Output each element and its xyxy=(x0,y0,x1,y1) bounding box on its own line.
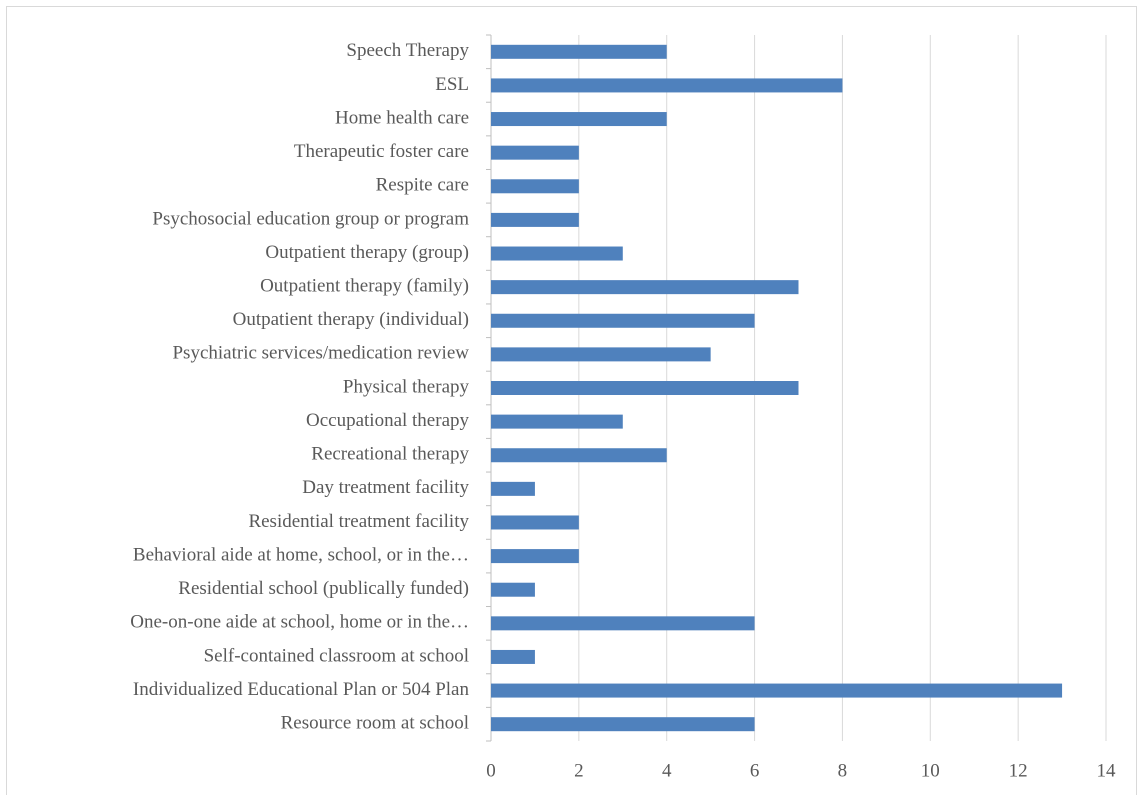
bar xyxy=(491,649,535,664)
y-tick-label: Speech Therapy xyxy=(346,40,469,61)
x-tick-label: 14 xyxy=(1097,760,1117,781)
y-tick-label: Outpatient therapy (group) xyxy=(265,242,469,263)
bar xyxy=(491,683,1063,698)
x-tick-label: 8 xyxy=(838,760,848,781)
bar xyxy=(491,313,755,328)
bar xyxy=(491,44,667,59)
x-tick-label: 10 xyxy=(921,760,940,781)
y-tick-label: Resource room at school xyxy=(281,713,469,734)
bar xyxy=(491,515,579,530)
x-tick-label: 12 xyxy=(1009,760,1028,781)
bar xyxy=(491,179,579,194)
y-tick-label: Day treatment facility xyxy=(302,477,469,498)
bar xyxy=(491,381,799,395)
y-tick-label: Psychiatric services/medication review xyxy=(172,343,469,364)
x-tick-label: 6 xyxy=(750,760,760,781)
bar xyxy=(491,212,579,227)
bar xyxy=(491,246,623,261)
y-tick-label: Psychosocial education group or program xyxy=(152,208,469,229)
bar xyxy=(491,347,711,362)
y-tick-label: ESL xyxy=(435,74,469,95)
chart-border xyxy=(6,6,1137,795)
bar xyxy=(491,112,667,127)
bar xyxy=(491,448,667,463)
y-tick-label: Respite care xyxy=(376,175,469,196)
y-tick-label: Residential treatment facility xyxy=(248,511,469,532)
y-tick-label: Therapeutic foster care xyxy=(294,141,469,162)
bar xyxy=(491,280,799,295)
y-tick-label: Physical therapy xyxy=(343,376,470,397)
bar xyxy=(491,717,755,732)
bar xyxy=(491,481,535,496)
bar xyxy=(491,145,579,160)
y-tick-label: Individualized Educational Plan or 504 P… xyxy=(133,679,470,700)
bar xyxy=(491,414,623,429)
bar xyxy=(491,582,535,597)
y-tick-label: Outpatient therapy (individual) xyxy=(233,309,469,330)
y-tick-label: Recreational therapy xyxy=(311,444,469,465)
x-tick-label: 0 xyxy=(486,760,496,781)
y-tick-label: Self-contained classroom at school xyxy=(204,645,469,666)
y-tick-label: Outpatient therapy (family) xyxy=(260,276,469,297)
bar xyxy=(491,616,755,631)
y-tick-label: Occupational therapy xyxy=(306,410,470,431)
x-tick-label: 2 xyxy=(574,760,584,781)
y-tick-label: Home health care xyxy=(335,107,469,128)
x-tick-label: 4 xyxy=(662,760,672,781)
y-tick-label: One-on-one aide at school, home or in th… xyxy=(130,612,469,633)
y-tick-label: Residential school (publically funded) xyxy=(178,578,469,599)
y-tick-label: Behavioral aide at home, school, or in t… xyxy=(133,544,469,565)
bar xyxy=(491,78,843,93)
bar xyxy=(491,549,579,564)
